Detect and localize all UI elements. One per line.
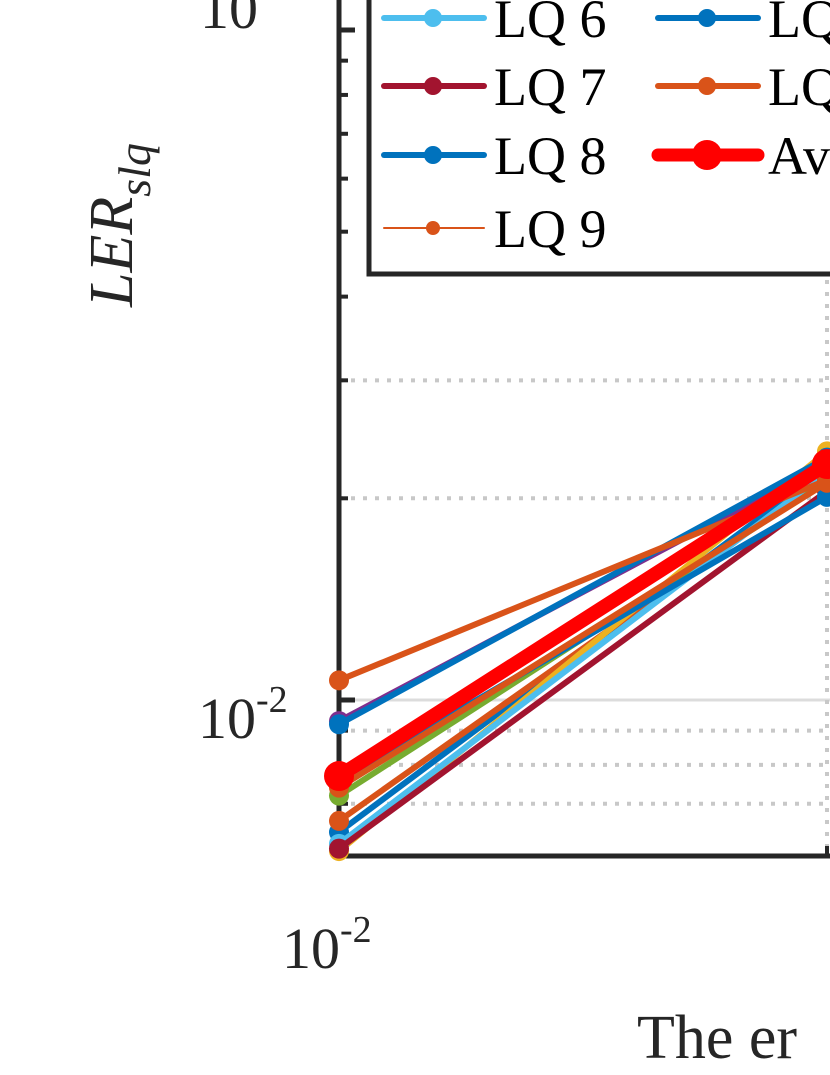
legend-swatch-marker: [426, 221, 440, 235]
series-line: [332, 457, 830, 784]
y-axis-label-sub: slq: [109, 143, 160, 197]
y-tick-base: 10: [200, 0, 258, 41]
y-tick-label: 10-2: [198, 679, 288, 751]
legend-label: Av: [768, 126, 830, 186]
x-tick-label: 10-2: [282, 909, 372, 981]
data-point: [812, 449, 830, 480]
x-tick-exponent: -2: [340, 909, 372, 951]
series-line: [336, 479, 830, 791]
legend-label: LQ 6: [494, 0, 606, 49]
legend-entry: LQ: [655, 0, 830, 49]
data-point: [329, 670, 349, 691]
series-12: [324, 449, 830, 792]
data-point: [329, 838, 349, 859]
x-axis-label: The er: [637, 1004, 797, 1072]
legend-entry: LQ 8: [381, 126, 606, 186]
legend-entry: LQ 7: [381, 57, 606, 117]
data-point: [329, 810, 349, 831]
legend-swatch-marker: [698, 77, 716, 95]
legend-entry: LQ 9: [383, 199, 606, 259]
series-line: [336, 488, 830, 852]
y-tick-base: 10: [198, 686, 256, 751]
series-lines: [324, 441, 830, 862]
y-tick-exponent: -2: [256, 679, 288, 721]
legend-label: LQ: [768, 0, 830, 49]
data-point: [324, 761, 354, 792]
legend-label: LQ 8: [494, 126, 606, 186]
legend-entry: LQ 6: [381, 0, 606, 49]
legend-label: LQ 9: [494, 199, 606, 259]
legend-swatch-marker: [424, 77, 442, 95]
legend: LQ 6 LQ 7 LQ 8 LQ 9 LQ LQ Av: [366, 0, 830, 277]
legend-entry: Av: [651, 126, 830, 186]
y-axis-label-main: LER: [78, 197, 146, 308]
legend-entry: LQ: [655, 57, 830, 117]
y-axis-label: LERslq: [78, 143, 160, 308]
legend-swatch-marker: [424, 146, 442, 164]
y-tick-label: 10: [200, 0, 258, 41]
axis-labels: LERslq The er: [78, 143, 797, 1072]
legend-swatch-marker: [424, 9, 442, 27]
legend-label: LQ 7: [494, 57, 606, 117]
legend-swatch-marker: [692, 140, 722, 170]
data-point: [329, 714, 349, 735]
x-tick-base: 10: [282, 916, 340, 981]
legend-label: LQ: [768, 57, 830, 117]
series-line: [336, 454, 830, 728]
legend-swatch-marker: [698, 9, 716, 27]
